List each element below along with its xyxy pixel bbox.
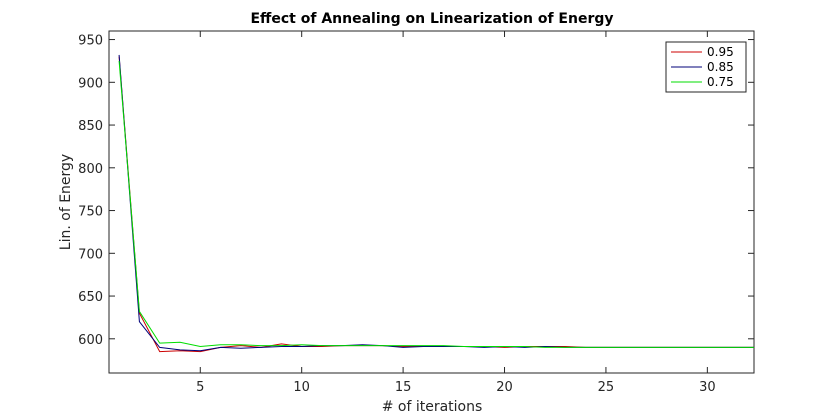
x-axis-label: # of iterations — [382, 399, 483, 415]
y-tick-label: 800 — [78, 162, 103, 177]
x-tick-label: 15 — [395, 380, 412, 395]
y-tick-label: 750 — [78, 205, 103, 220]
legend: 0.950.850.75 — [665, 41, 747, 93]
series-line-0-75 — [118, 60, 754, 348]
y-axis: 600 650 700 750 800 850 900 950 — [78, 34, 754, 348]
y-tick-label: 600 — [78, 333, 103, 348]
y-tick-label: 900 — [78, 76, 103, 91]
chart-title: Effect of Annealing on Linearization of … — [250, 11, 613, 27]
y-axis-label: Lin. of Energy — [58, 154, 74, 250]
y-tick-label: 950 — [78, 34, 103, 49]
legend-label: 0.95 — [707, 45, 734, 59]
y-tick-label: 850 — [78, 119, 103, 134]
x-axis: 5 10 15 20 25 30 — [196, 31, 716, 395]
y-tick-label: 700 — [78, 247, 103, 262]
x-tick-label: 30 — [699, 380, 716, 395]
legend-label: 0.85 — [707, 60, 734, 74]
x-tick-label: 20 — [496, 380, 513, 395]
x-tick-label: 25 — [598, 380, 615, 395]
x-tick-label: 10 — [293, 380, 310, 395]
legend-label: 0.75 — [707, 75, 734, 89]
y-tick-label: 650 — [78, 290, 103, 305]
x-tick-label: 5 — [196, 380, 204, 395]
plot-frame — [108, 30, 755, 374]
series-lines — [118, 54, 754, 353]
plot-area — [108, 30, 755, 374]
